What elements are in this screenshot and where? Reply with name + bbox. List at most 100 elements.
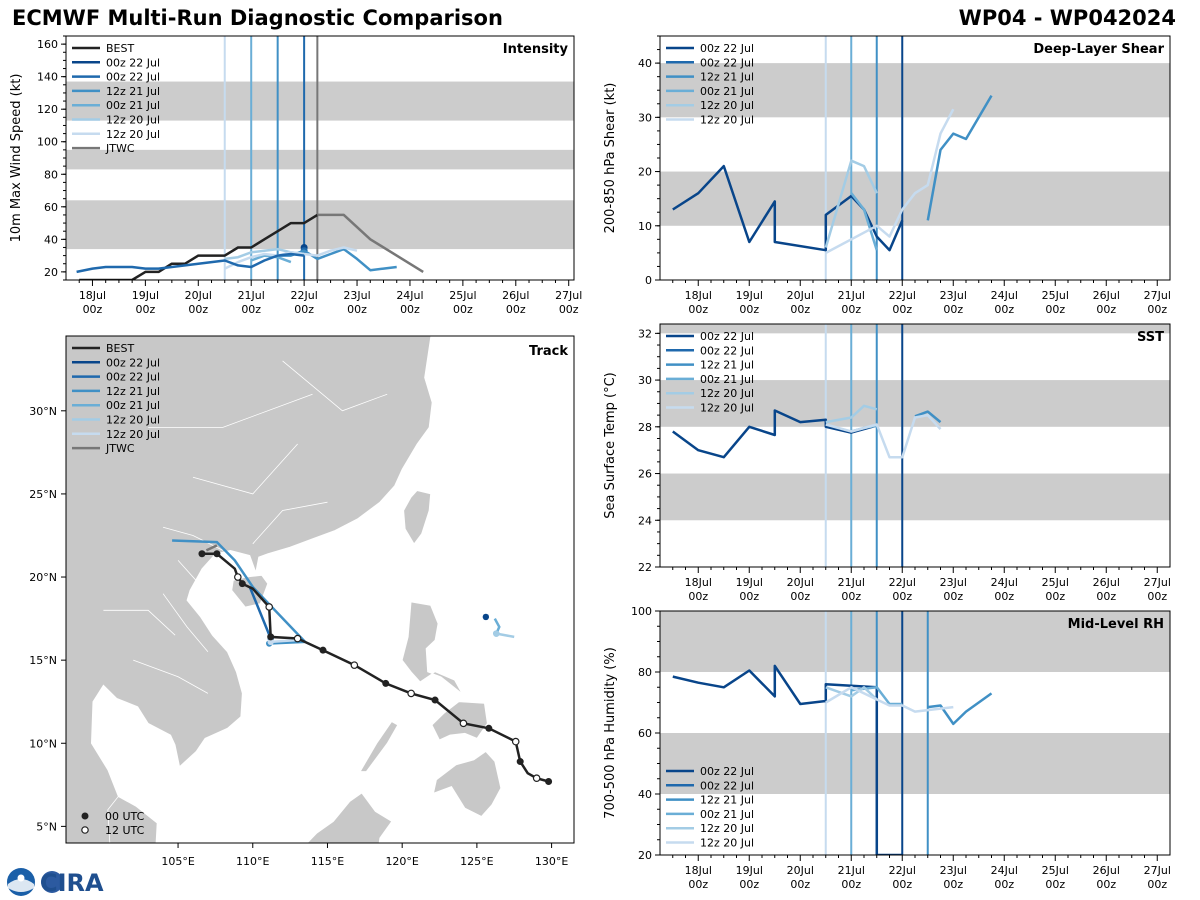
x-tick-label: 00z (994, 878, 1014, 891)
best-point-12utc (459, 719, 468, 728)
x-tick-label: 20Jul (787, 289, 814, 302)
best-point-00utc (267, 633, 275, 641)
lat-tick-label: 25°N (29, 488, 57, 501)
panel-shear: 01020304018Jul00z19Jul00z20Jul00z21Jul00… (603, 35, 1171, 316)
lon-tick-label: 125°E (460, 855, 493, 868)
series-line-r00z22a (672, 164, 904, 252)
x-tick-label: 25Jul (1042, 864, 1069, 877)
legend-label: BEST (106, 42, 134, 55)
series-line-r12z20a (825, 686, 878, 701)
best-point-12utc (265, 603, 274, 611)
legend-label: 12z 21 Jul (106, 85, 160, 98)
x-tick-label: 22Jul (889, 864, 916, 877)
y-tick-label: 20 (638, 849, 652, 862)
y-tick-label: 40 (638, 57, 652, 70)
y-tick-label: 20 (638, 166, 652, 179)
series-line-r00z21 (250, 254, 292, 264)
x-tick-label: 00z (1147, 878, 1167, 891)
threshold-band (660, 473, 1170, 521)
x-tick-label: 00z (400, 303, 420, 316)
x-tick-label: 20Jul (787, 576, 814, 589)
y-axis-label: 10m Max Wind Speed (kt) (9, 74, 24, 243)
admin-boundary (162, 593, 209, 653)
y-tick-label: 20 (44, 266, 58, 279)
x-tick-label: 00z (347, 303, 367, 316)
series-line-jtwc (317, 213, 424, 273)
legend-label: 12z 21 Jul (700, 71, 754, 84)
x-tick-label: 00z (790, 590, 810, 603)
land-palawan (359, 721, 399, 772)
legend-label: 12z 20 Jul (700, 822, 754, 835)
y-tick-label: 28 (638, 421, 652, 434)
y-tick-label: 80 (44, 168, 58, 181)
lon-tick-label: 120°E (385, 855, 418, 868)
lat-tick-label: 5°N (36, 820, 57, 833)
best-point-00utc (238, 580, 246, 588)
admin-boundary (177, 560, 209, 594)
legend-label: 12z 20 Jul (106, 428, 160, 441)
x-tick-label: 00z (841, 590, 861, 603)
plot-area (660, 324, 1170, 567)
x-tick-label: 27Jul (1144, 289, 1171, 302)
series-line-r12z20a (825, 404, 878, 424)
x-tick-label: 24Jul (991, 576, 1018, 589)
legend-label: 00z 22 Jul (106, 71, 160, 84)
x-tick-label: 26Jul (1093, 576, 1120, 589)
land-mainland (66, 336, 433, 843)
x-tick-label: 00z (790, 878, 810, 891)
admin-boundary (103, 609, 176, 636)
y-axis-label: 200-850 hPa Shear (kt) (603, 83, 618, 234)
legend-label: 12z 20 Jul (700, 387, 754, 400)
panel-title: Track (529, 344, 568, 359)
x-tick-label: 19Jul (736, 289, 763, 302)
y-tick-label: 120 (37, 103, 58, 116)
best-point-00utc (516, 758, 524, 766)
x-tick-label: 00z (739, 590, 759, 603)
series-line-r12z21 (927, 692, 993, 726)
land-taiwan (403, 490, 432, 545)
x-tick-label: 22Jul (889, 576, 916, 589)
best-point-12utc (532, 774, 541, 782)
cira-logo-text: CIRA (40, 869, 104, 897)
x-tick-label: 27Jul (1144, 576, 1171, 589)
threshold-band (660, 171, 1170, 226)
y-tick-label: 160 (37, 38, 58, 51)
x-tick-label: 23Jul (940, 576, 967, 589)
legend-label: 00z 22 Jul (700, 344, 754, 357)
admin-boundary (133, 659, 209, 694)
legend-label: 12z 20 Jul (700, 114, 754, 127)
x-tick-label: 00z (1045, 590, 1065, 603)
legend-label: 12z 20 Jul (106, 114, 160, 127)
best-point-12utc (234, 573, 242, 581)
lon-tick-label: 115°E (311, 855, 344, 868)
admin-boundary (162, 526, 224, 551)
lon-tick-label: 110°E (236, 855, 269, 868)
series-line-r12z20b (825, 413, 942, 459)
x-tick-label: 27Jul (555, 289, 582, 302)
x-tick-label: 00z (841, 303, 861, 316)
admin-boundary (148, 393, 313, 428)
series-line-r12z20b (224, 246, 358, 270)
x-tick-label: 21Jul (238, 289, 265, 302)
land-mindanao (433, 751, 502, 817)
series-line-r00z22b (76, 252, 305, 274)
lat-tick-label: 30°N (29, 405, 57, 418)
x-tick-label: 19Jul (736, 576, 763, 589)
x-tick-label: 00z (739, 303, 759, 316)
legend-label: 00z 21 Jul (700, 808, 754, 821)
x-tick-label: 00z (994, 303, 1014, 316)
panel-title: Mid-Level RH (1068, 617, 1164, 632)
y-tick-label: 60 (44, 201, 58, 214)
plot-area (66, 36, 574, 280)
admin-boundary (192, 443, 298, 495)
best-point-12utc (407, 689, 415, 698)
x-tick-label: 00z (1147, 590, 1167, 603)
legend-label: 00z 22 Jul (700, 330, 754, 343)
legend-marker-12utc (81, 826, 89, 834)
y-tick-label: 40 (44, 233, 58, 246)
x-tick-label: 00z (559, 303, 579, 316)
y-axis-label: Sea Surface Temp (°C) (603, 372, 618, 519)
series-line-r12z20b (825, 108, 955, 255)
land-borneo (306, 792, 393, 843)
x-tick-label: 00z (892, 590, 912, 603)
